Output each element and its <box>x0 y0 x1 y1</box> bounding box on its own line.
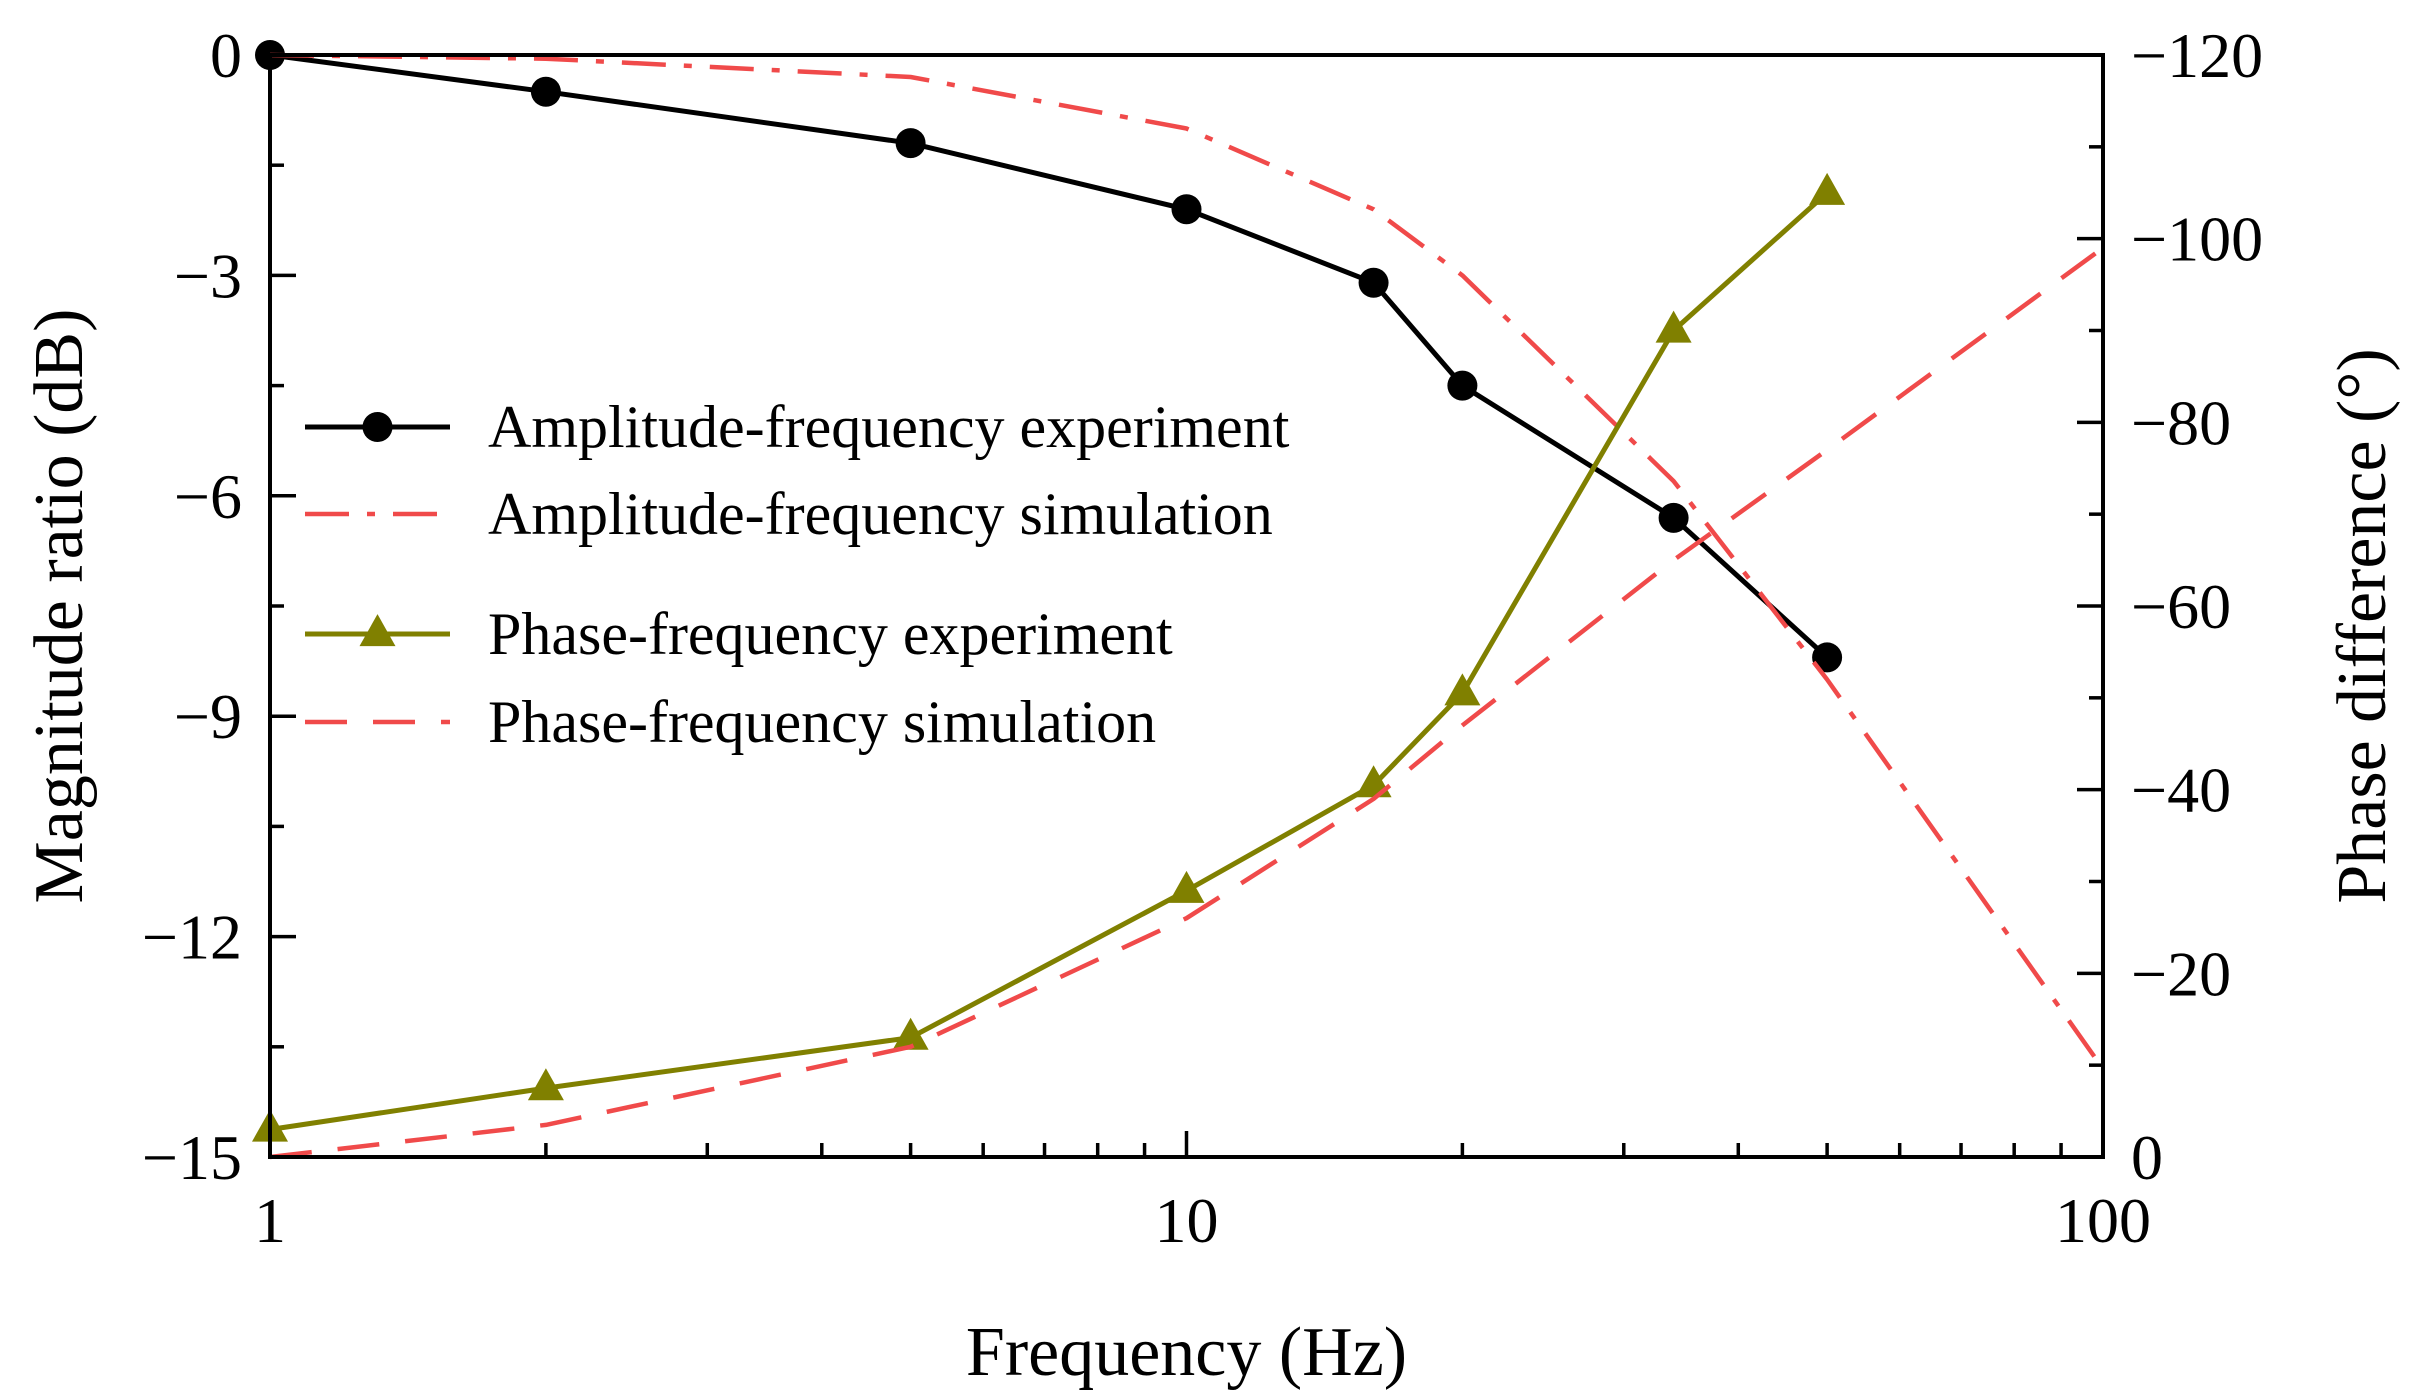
y-right-tick-label: 0 <box>2131 1122 2163 1193</box>
legend-marker-3 <box>359 614 396 647</box>
y-right-tick-label: −40 <box>2131 755 2231 826</box>
series-line-2 <box>269 52 2105 1071</box>
y-right-axis-title: Phase difference (°) <box>2324 348 2401 903</box>
series-layer <box>252 40 2105 1160</box>
legend-label-1: Amplitude-frequency experiment <box>488 394 1290 460</box>
y-left-tick-label: −6 <box>174 461 242 532</box>
series-2 <box>269 52 2105 1071</box>
data-point-1-7 <box>1658 502 1689 533</box>
legend-item-3: Phase-frequency experiment <box>305 601 1173 667</box>
data-point-1-4 <box>1171 194 1202 225</box>
data-point-1-3 <box>895 128 926 159</box>
data-point-3-6 <box>1444 673 1481 706</box>
data-point-1-8 <box>1812 642 1843 673</box>
legend-label-3: Phase-frequency experiment <box>488 601 1173 667</box>
y-right-tick-label: −20 <box>2131 938 2231 1009</box>
data-point-3-2 <box>527 1068 564 1101</box>
y-right-tick-label: −120 <box>2131 20 2263 91</box>
data-point-1-6 <box>1447 370 1478 401</box>
legend-marker-1 <box>362 412 393 442</box>
legend-item-4: Phase-frequency simulation <box>305 689 1156 755</box>
y-left-tick-label: −12 <box>142 902 242 973</box>
series-line-1 <box>269 52 1829 660</box>
y-left-axis-title: Magnitude ratio (dB) <box>21 309 98 904</box>
legend-item-2: Amplitude-frequency simulation <box>305 481 1273 547</box>
legend-label-4: Phase-frequency simulation <box>488 689 1156 755</box>
series-4 <box>269 245 2105 1160</box>
data-point-1-5 <box>1358 267 1389 298</box>
legend-label-2: Amplitude-frequency simulation <box>488 481 1273 547</box>
y-left-tick-label: −9 <box>174 681 242 752</box>
data-point-1-2 <box>530 76 561 107</box>
series-line-3 <box>269 190 1829 1132</box>
x-axis-title: Frequency (Hz) <box>966 1314 1407 1391</box>
y-left-tick-label: 0 <box>210 20 242 91</box>
x-tick-label: 10 <box>1155 1185 1219 1256</box>
series-1 <box>255 40 1843 673</box>
legend: Amplitude-frequency experiment Amplitude-… <box>305 394 1290 755</box>
data-point-3-8 <box>1809 172 1846 205</box>
x-tick-label: 1 <box>254 1185 286 1256</box>
data-point-3-3 <box>892 1017 929 1050</box>
series-line-4 <box>269 245 2105 1160</box>
y-right-tick-label: −60 <box>2131 571 2231 642</box>
legend-item-1: Amplitude-frequency experiment <box>305 394 1290 460</box>
y-right-tick-label: −80 <box>2131 387 2231 458</box>
x-tick-label: 100 <box>2055 1185 2151 1256</box>
data-point-3-4 <box>1168 870 1205 903</box>
y-left-tick-label: −3 <box>174 240 242 311</box>
y-left-tick-label: −15 <box>142 1122 242 1193</box>
data-point-3-7 <box>1655 310 1692 343</box>
axes: 1 10 1000−3−6−9−12−15−120−100−80−60−40−200… <box>21 20 2401 1391</box>
y-right-tick-label: −100 <box>2131 204 2263 275</box>
